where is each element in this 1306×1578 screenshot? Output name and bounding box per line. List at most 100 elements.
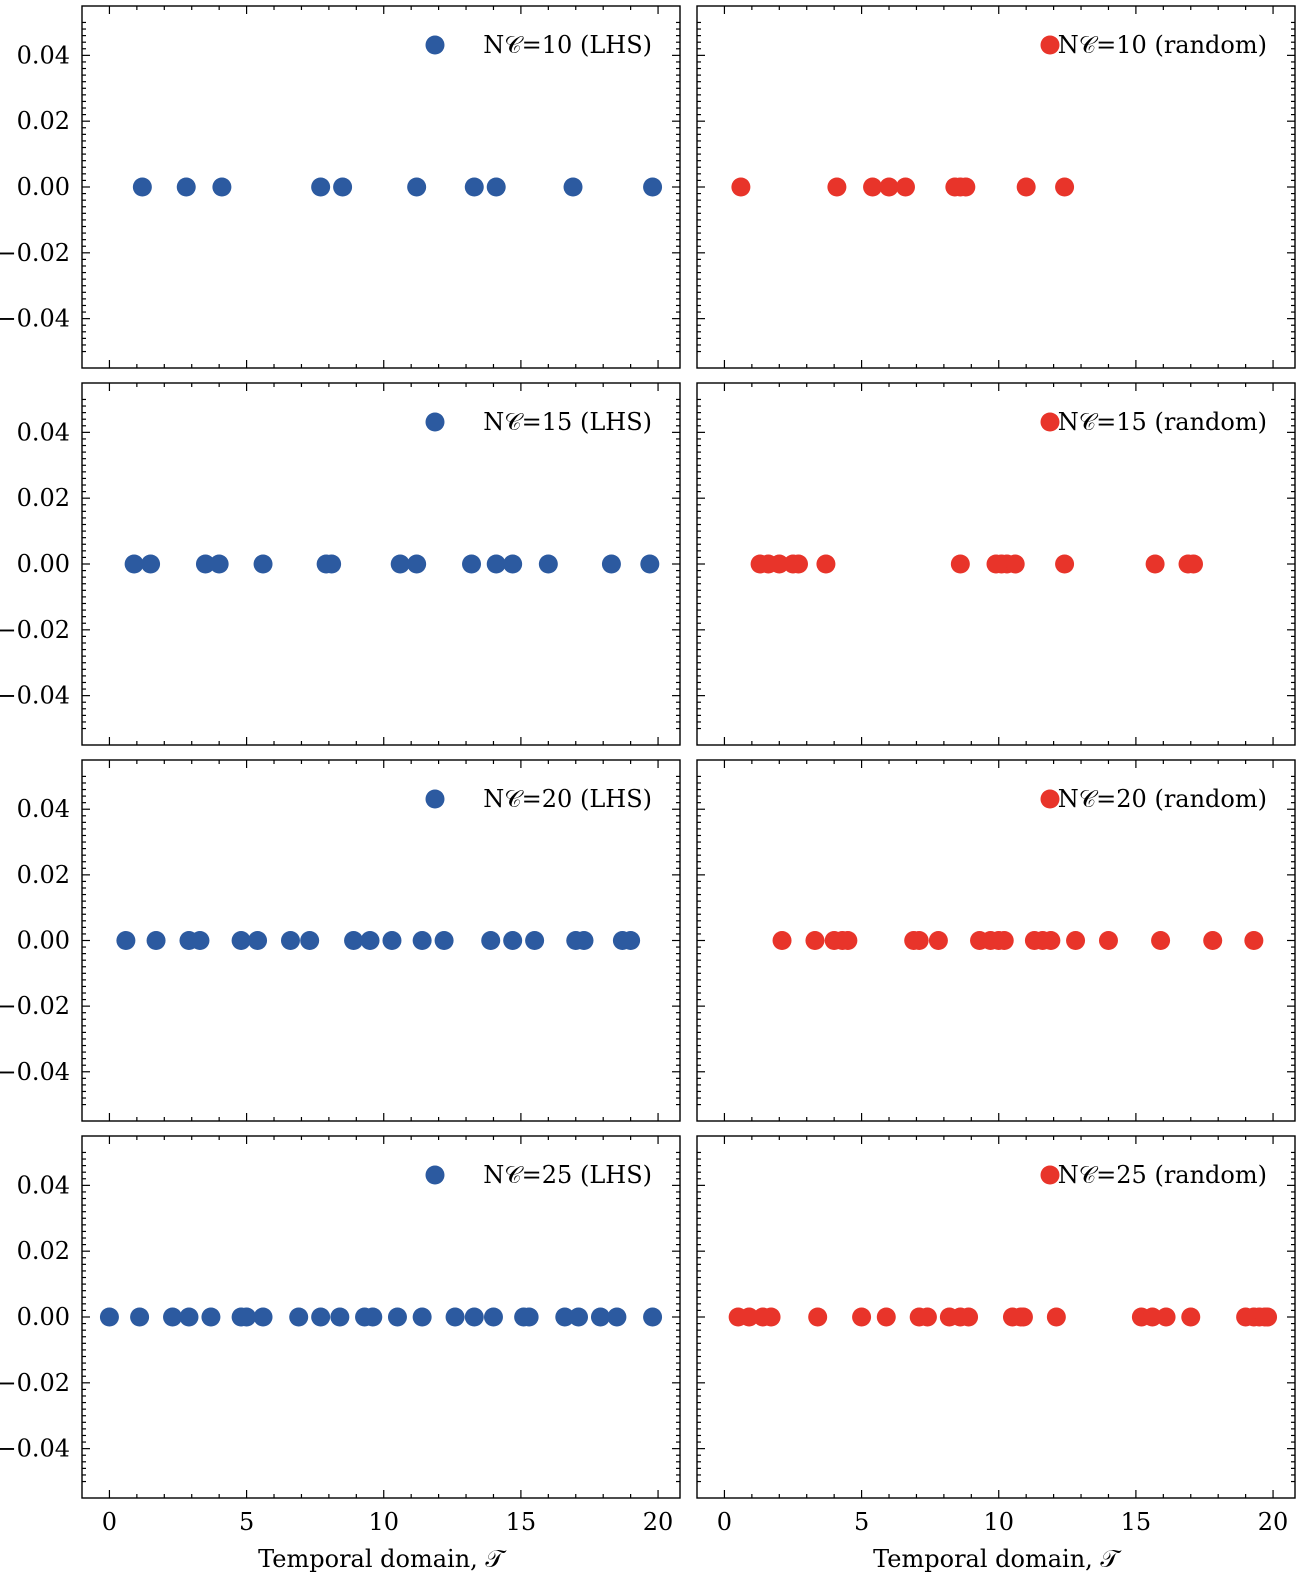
x-axis-title-left: Temporal domain, 𝒯 [258,1545,507,1573]
data-point [643,177,663,197]
y-tick-label: 0.04 [17,41,70,69]
data-point [311,177,331,197]
data-point [124,554,144,574]
data-point [1041,931,1061,950]
data-point [483,1307,503,1327]
legend-label: N𝒞=20 (LHS) [483,785,652,813]
data-point [130,1307,150,1327]
data-point [146,931,166,950]
panel-6: N𝒞=20 (random) [696,759,1296,1122]
data-point [481,931,501,950]
panel-frame [696,1135,1296,1499]
data-point [201,1307,221,1327]
data-point [1244,931,1264,950]
panel-8: 0 5 10 15 20 N𝒞=25 (random) [696,1135,1296,1536]
data-point [917,1307,937,1327]
data-point [1046,1307,1066,1327]
y-tick-label: 0.04 [17,795,70,823]
data-point [959,1307,979,1327]
y-tick-label: 0.00 [17,173,70,201]
data-point [382,931,402,950]
data-point [574,931,594,950]
x-tick-label: 20 [1258,1508,1289,1536]
data-point [601,554,621,574]
data-point [731,177,751,197]
y-tick-label: 0.02 [17,484,70,512]
data-point [1181,1307,1201,1327]
x-tick-label: 10 [368,1508,399,1536]
x-tick-label: 5 [854,1508,869,1536]
data-point [322,554,342,574]
data-point [621,931,641,950]
data-point [116,931,136,950]
data-point [360,931,380,950]
data-point [330,1307,350,1327]
panel-7: 0.04 0.02 0.00 −0.02 −0.04 0 5 10 15 20 N𝒞=25 (LHS… [0,1135,681,1536]
panel-frame [81,5,681,369]
legend-label: N𝒞=10 (random) [1058,31,1267,59]
data-point [300,931,320,950]
y-tick-label: −0.02 [0,1369,70,1397]
data-point [928,931,948,950]
y-tick-label: 0.00 [17,550,70,578]
legend-marker [425,789,445,809]
y-tick-label: −0.04 [0,1435,70,1463]
data-point [1005,554,1025,574]
data-point [1013,1307,1033,1327]
data-point [852,1307,872,1327]
data-point [569,1307,589,1327]
data-point [462,554,482,574]
y-tick-label: 0.02 [17,107,70,135]
data-point [363,1307,383,1327]
legend-label: N𝒞=25 (LHS) [483,1161,652,1189]
data-point [503,931,523,950]
data-point [607,1307,627,1327]
panel-5: 0.04 0.02 0.00 −0.02 −0.04 N𝒞=20 (LHS) [0,759,681,1122]
data-point [179,1307,199,1327]
data-point [876,1307,896,1327]
data-point [772,931,792,950]
y-tick-label: −0.02 [0,616,70,644]
data-point [163,1307,183,1327]
x-tick-label: 15 [1121,1508,1152,1536]
data-point [190,931,210,950]
data-point [838,931,858,950]
legend-label: N𝒞=15 (LHS) [483,408,652,436]
data-point [176,177,196,197]
data-point [99,1307,119,1327]
data-point [311,1307,331,1327]
y-tick-label: 0.00 [17,927,70,955]
y-tick-label: 0.02 [17,861,70,889]
data-point [1142,1307,1162,1327]
y-tick-label: −0.02 [0,239,70,267]
data-point [643,1307,663,1327]
data-point [1066,931,1086,950]
data-point [909,931,929,950]
legend-label: N𝒞=25 (random) [1058,1161,1267,1189]
panel-2: N𝒞=10 (random) [696,5,1296,369]
data-point [407,177,427,197]
data-point [994,931,1014,950]
data-point [827,177,847,197]
data-point [788,554,808,574]
data-point [231,931,251,950]
data-point [1156,1307,1176,1327]
panel-1: 0.04 0.02 0.00 −0.02 −0.04 N𝒞=10 (LHS) [0,5,681,369]
data-point [895,177,915,197]
data-point [1055,177,1075,197]
data-point [412,931,432,950]
data-point [1055,554,1075,574]
data-point [956,177,976,197]
x-tick-label: 20 [643,1508,674,1536]
data-point [445,1307,465,1327]
x-axis-title-right: Temporal domain, 𝒯 [873,1545,1122,1573]
data-point [640,554,660,574]
y-tick-label: −0.02 [0,992,70,1020]
data-point [280,931,300,950]
data-point [519,1307,539,1327]
legend-label: N𝒞=20 (random) [1058,785,1267,813]
data-point [863,177,883,197]
data-point [1151,931,1171,950]
data-point [1016,177,1036,197]
data-point [407,554,427,574]
